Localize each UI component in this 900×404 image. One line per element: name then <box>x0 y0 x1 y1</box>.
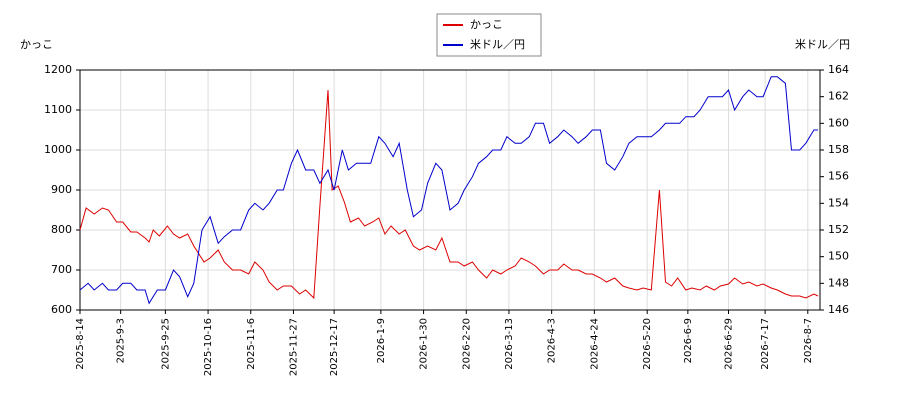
x-tick-label: 2026-1-9 <box>376 318 387 363</box>
legend-box <box>436 13 542 57</box>
x-tick-label: 2025-9-3 <box>116 318 127 363</box>
x-tick-label: 2025-11-27 <box>288 318 299 376</box>
y-tick-label: 1200 <box>44 63 72 76</box>
x-tick-label: 2026-2-20 <box>461 318 472 370</box>
x-tick-label: 2025-9-25 <box>160 318 171 370</box>
y2-tick-label: 146 <box>828 303 849 316</box>
y-tick-label: 800 <box>51 223 72 236</box>
x-tick-label: 2026-4-24 <box>589 318 600 370</box>
y2-tick-label: 160 <box>828 116 849 129</box>
y2-axis-label: 米ドル／円 <box>795 38 850 51</box>
y2-tick-label: 148 <box>828 276 849 289</box>
x-tick-label: 2025-8-14 <box>75 318 86 370</box>
x-tick-label: 2025-12-17 <box>329 318 340 376</box>
y2-tick-label: 158 <box>828 143 849 156</box>
x-tick-label: 2026-6-29 <box>724 318 735 370</box>
y2-tick-label: 162 <box>828 90 849 103</box>
plot-frame <box>79 69 821 311</box>
x-tick-label: 2026-8-7 <box>803 318 814 363</box>
legend-label: 米ドル／円 <box>470 38 525 51</box>
x-tick-label: 2025-10-16 <box>203 318 214 376</box>
x-tick-label: 2026-3-13 <box>504 318 515 370</box>
x-tick-label: 2026-5-20 <box>642 318 653 370</box>
y-axis-label: かっこ <box>20 38 53 51</box>
y-tick-label: 1000 <box>44 143 72 156</box>
y-tick-label: 600 <box>51 303 72 316</box>
x-tick-label: 2025-11-6 <box>246 318 257 370</box>
y2-tick-label: 152 <box>828 223 849 236</box>
x-tick-label: 2026-4-3 <box>547 318 558 363</box>
legend-label: かっこ <box>470 18 503 31</box>
data-line <box>79 76 818 305</box>
y-tick-label: 1100 <box>44 103 72 116</box>
data-line <box>79 89 819 300</box>
x-tick-label: 2026-7-17 <box>760 318 771 370</box>
y-tick-label: 700 <box>51 263 72 276</box>
x-tick-label: 2026-6-9 <box>683 318 694 363</box>
x-tick-label: 2026-1-30 <box>419 318 430 370</box>
y2-tick-label: 156 <box>828 170 849 183</box>
y2-tick-label: 154 <box>828 196 849 209</box>
y2-tick-label: 164 <box>828 63 849 76</box>
y2-tick-label: 150 <box>828 250 849 263</box>
y-tick-label: 900 <box>51 183 72 196</box>
